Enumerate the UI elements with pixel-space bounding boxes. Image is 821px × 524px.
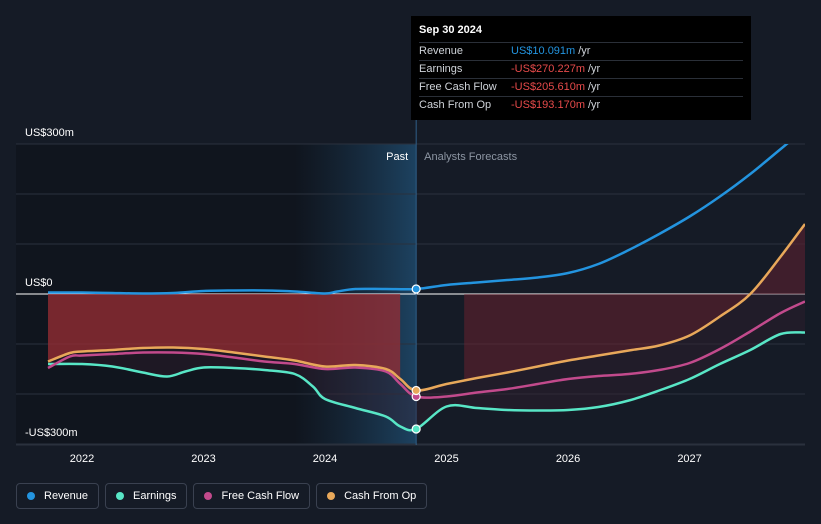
series-line-earnings: [47, 331, 805, 432]
tooltip-row-earnings: Earnings -US$270.227m /yr: [419, 60, 743, 78]
past-label: Past: [386, 151, 408, 163]
legend-item-cash-from-op[interactable]: Cash From Op: [316, 483, 428, 509]
tooltip-label: Earnings: [419, 63, 463, 75]
legend-dot-icon: [116, 492, 125, 500]
legend-label: Earnings: [133, 490, 177, 502]
x-tick-label: 2026: [556, 453, 580, 465]
tooltip-value: -US$270.227m: [511, 63, 585, 75]
legend-label: Free Cash Flow: [221, 490, 300, 502]
legend-dot-icon: [327, 492, 336, 500]
tooltip-value: -US$193.170m: [511, 99, 585, 111]
legend-dot-icon: [204, 492, 213, 500]
tooltip-row-cash-from-op: Cash From Op -US$193.170m /yr: [419, 96, 743, 114]
tooltip-unit: /yr: [588, 63, 601, 75]
tooltip-label: Cash From Op: [419, 99, 492, 111]
legend-dot-icon: [27, 492, 35, 500]
tooltip-row-revenue: Revenue US$10.091m /yr: [419, 42, 743, 60]
forecast-band-fill: [48, 224, 805, 429]
tooltip-unit: /yr: [588, 99, 601, 111]
data-tooltip: Sep 30 2024 Revenue US$10.091m /yr Earni…: [411, 16, 751, 120]
y-tick-label: US$300m: [25, 127, 74, 139]
tooltip-value: -US$205.610m: [511, 81, 585, 93]
tooltip-label: Revenue: [419, 45, 464, 57]
chart-legend: Revenue Earnings Free Cash Flow Cash Fro…: [16, 483, 428, 511]
x-tick-label: 2023: [191, 453, 215, 465]
x-tick-label: 2022: [70, 453, 94, 465]
tooltip-value: US$10.091m: [511, 45, 576, 57]
point-marker-cash-from-op: [411, 385, 421, 396]
legend-item-earnings[interactable]: Earnings: [105, 483, 188, 509]
tooltip-unit: /yr: [578, 45, 591, 57]
x-tick-label: 2025: [434, 453, 458, 465]
forecast-label: Analysts Forecasts: [424, 151, 517, 163]
y-tick-label: US$0: [25, 277, 53, 289]
series-line-free-cash-flow: [47, 300, 805, 399]
tooltip-row-free-cash-flow: Free Cash Flow -US$205.610m /yr: [419, 78, 743, 96]
point-marker-earnings: [411, 424, 421, 434]
legend-label: Revenue: [44, 490, 89, 502]
tooltip-date: Sep 30 2024: [419, 24, 482, 36]
tooltip-label: Free Cash Flow: [419, 81, 497, 93]
legend-label: Cash From Op: [344, 490, 417, 502]
x-tick-label: 2027: [677, 453, 701, 465]
legend-item-free-cash-flow[interactable]: Free Cash Flow: [193, 483, 311, 509]
legend-item-revenue[interactable]: Revenue: [16, 483, 100, 509]
tooltip-unit: /yr: [588, 81, 601, 93]
point-marker-revenue: [411, 284, 421, 294]
y-tick-label: -US$300m: [25, 427, 78, 439]
x-tick-label: 2024: [313, 453, 337, 465]
series-line-cash-from-op: [47, 223, 805, 392]
